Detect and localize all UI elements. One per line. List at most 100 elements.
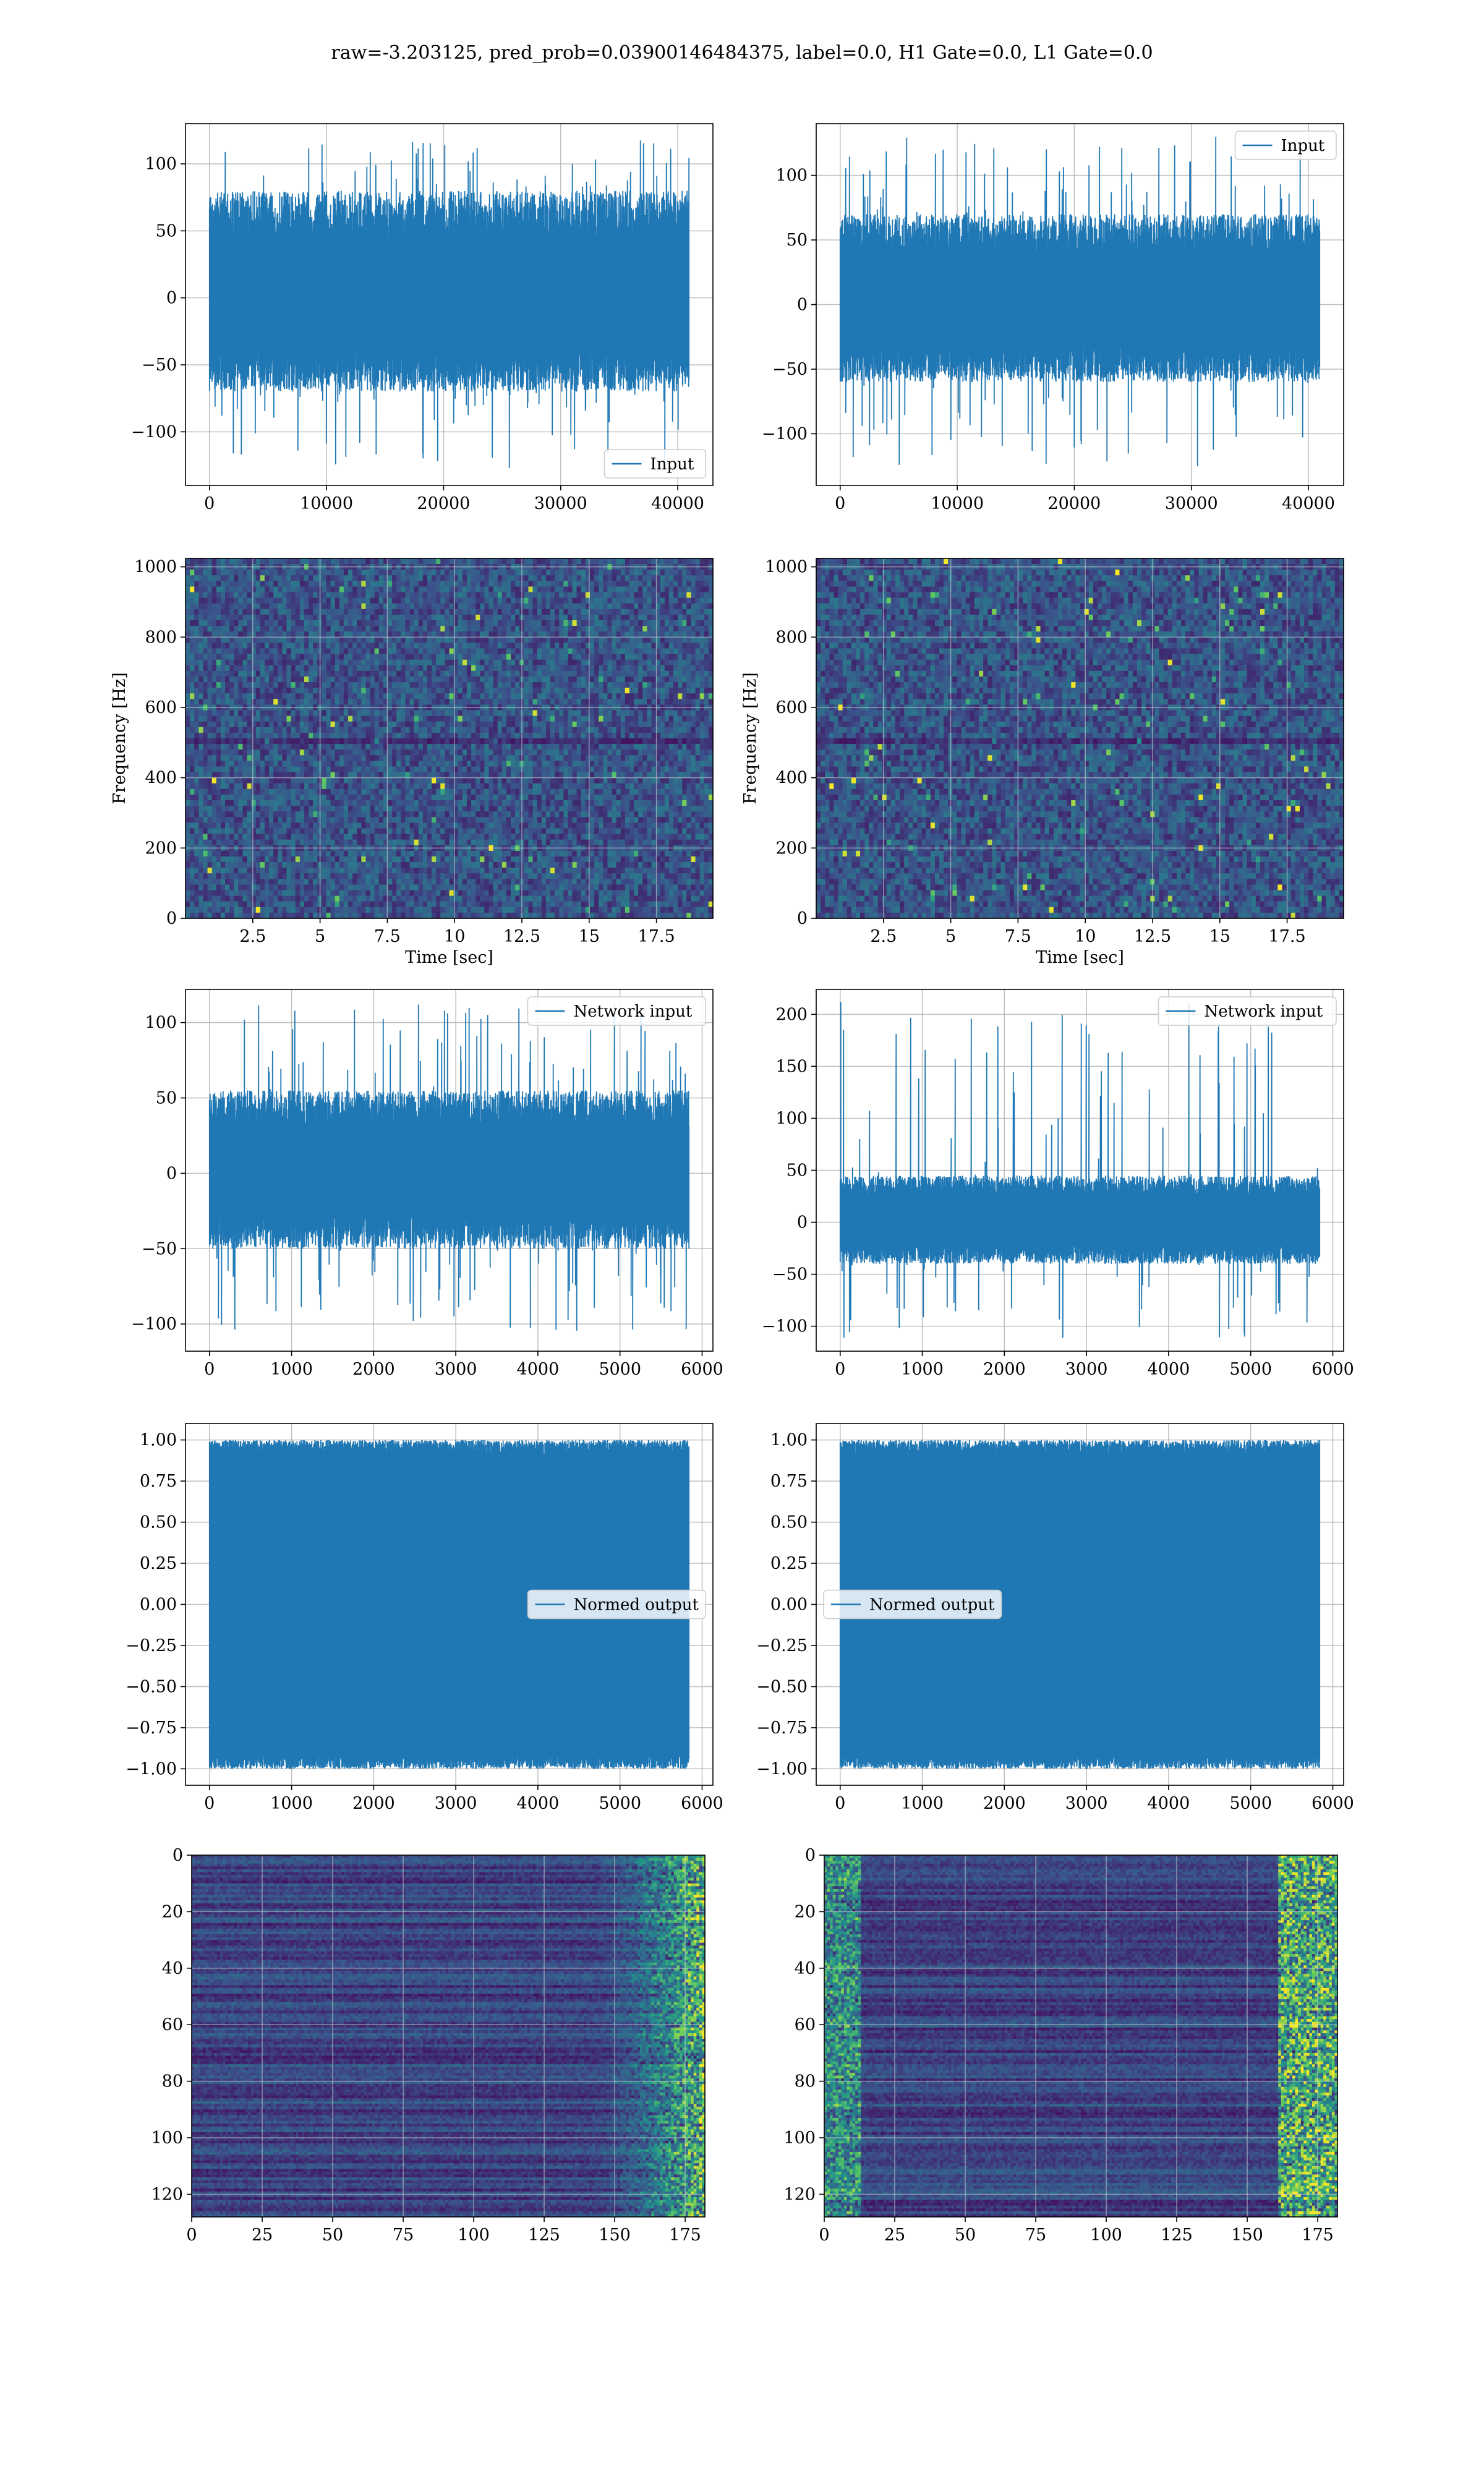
x-tick-label: 6000: [1311, 1794, 1354, 1813]
x-tick-label: 1000: [270, 1360, 313, 1379]
legend: Normed output: [528, 1590, 706, 1619]
x-tick-label: 0: [186, 2226, 197, 2245]
y-tick-label: 100: [775, 166, 808, 186]
x-tick-label: 0: [204, 1794, 215, 1813]
x-tick-label: 7.5: [374, 927, 401, 946]
x-tick-label: 4000: [1148, 1794, 1190, 1813]
y-tick-label: 0.75: [770, 1472, 808, 1491]
x-tick-label: 3000: [1065, 1360, 1108, 1379]
x-tick-label: 17.5: [638, 927, 675, 946]
x-tick-label: 6000: [681, 1360, 723, 1379]
x-tick-label: 3000: [1065, 1794, 1108, 1813]
y-tick-label: 0: [166, 289, 177, 308]
heatmap-cells: [824, 1855, 1338, 2218]
x-tick-label: 10000: [300, 494, 353, 513]
y-tick-label: 0: [166, 909, 177, 928]
x-tick-label: 5000: [599, 1360, 641, 1379]
x-tick-label: 30000: [534, 494, 587, 513]
y-tick-label: −0.75: [756, 1718, 808, 1738]
y-tick-label: −50: [142, 1239, 177, 1258]
y-tick-label: 1000: [134, 558, 177, 577]
x-tick-label: 10000: [931, 494, 984, 513]
y-tick-label: 40: [162, 1959, 183, 1978]
x-tick-label: 5: [945, 927, 956, 946]
y-tick-label: 0.25: [140, 1554, 177, 1573]
x-tick-label: 5: [315, 927, 325, 946]
x-tick-label: 25: [884, 2226, 905, 2245]
y-tick-label: 200: [145, 839, 177, 858]
legend-label: Normed output: [574, 1596, 699, 1615]
y-tick-label: 1000: [765, 558, 808, 577]
y-tick-label: 800: [145, 628, 177, 647]
y-tick-label: −1.00: [756, 1759, 808, 1778]
figure-title: raw=-3.203125, pred_prob=0.0390014648437…: [0, 42, 1484, 64]
legend-label: Input: [650, 455, 694, 474]
legend: Network input: [1159, 997, 1337, 1025]
y-tick-label: −0.50: [126, 1677, 177, 1696]
x-tick-label: 12.5: [503, 927, 540, 946]
x-tick-label: 0: [835, 1360, 845, 1379]
y-tick-label: 150: [775, 1057, 808, 1076]
y-tick-label: 0: [797, 1213, 808, 1232]
x-tick-label: 1000: [270, 1794, 313, 1813]
x-tick-label: 0: [819, 2226, 829, 2245]
y-tick-label: −0.50: [756, 1677, 808, 1696]
y-tick-label: −50: [772, 360, 808, 379]
y-tick-label: 60: [795, 2015, 816, 2034]
x-tick-label: 20000: [417, 494, 470, 513]
x-tick-label: 2000: [352, 1794, 395, 1813]
x-axis-label: Time [sec]: [1036, 948, 1124, 967]
y-tick-label: 40: [795, 1959, 816, 1978]
y-tick-label: 80: [795, 2072, 816, 2091]
y-tick-label: 50: [156, 1089, 177, 1108]
x-tick-label: 20000: [1047, 494, 1101, 513]
y-tick-label: −100: [131, 1315, 177, 1334]
x-tick-label: 2000: [352, 1360, 395, 1379]
y-tick-label: 120: [151, 2185, 183, 2204]
y-axis-label: Frequency [Hz]: [110, 672, 129, 804]
y-tick-label: 600: [775, 698, 808, 717]
y-tick-label: 100: [783, 2128, 816, 2148]
y-tick-label: 400: [775, 769, 808, 788]
legend: Normed output: [824, 1590, 1002, 1619]
legend-label: Network input: [574, 1002, 693, 1021]
x-axis-label: Time [sec]: [405, 948, 493, 967]
x-tick-label: 6000: [1311, 1360, 1354, 1379]
y-tick-label: 100: [145, 155, 177, 174]
x-tick-label: 2.5: [239, 927, 266, 946]
y-tick-label: −50: [142, 356, 177, 375]
x-tick-label: 125: [528, 2226, 560, 2245]
y-tick-label: −0.75: [126, 1718, 177, 1738]
x-tick-label: 0: [204, 494, 215, 513]
x-tick-label: 3000: [435, 1794, 477, 1813]
x-tick-label: 4000: [517, 1794, 560, 1813]
y-tick-label: 0.00: [770, 1595, 808, 1615]
x-tick-label: 6000: [681, 1794, 723, 1813]
x-tick-label: 3000: [435, 1360, 477, 1379]
x-tick-label: 2.5: [870, 927, 897, 946]
y-tick-label: 50: [787, 231, 808, 250]
y-tick-label: 20: [162, 1902, 183, 1921]
heatmap-cells: [192, 1855, 706, 2218]
x-tick-label: 100: [458, 2226, 490, 2245]
y-tick-label: 0: [166, 1164, 177, 1183]
y-tick-label: 0.50: [140, 1513, 177, 1532]
x-tick-label: 40000: [651, 494, 704, 513]
y-tick-label: −0.25: [756, 1636, 808, 1655]
x-tick-label: 100: [1090, 2226, 1122, 2245]
y-tick-label: 200: [775, 839, 808, 858]
legend: Input: [605, 450, 706, 478]
x-tick-label: 5000: [599, 1794, 641, 1813]
legend-label: Input: [1281, 137, 1325, 155]
x-tick-label: 50: [955, 2226, 976, 2245]
y-tick-label: 100: [151, 2128, 183, 2148]
x-tick-label: 75: [393, 2226, 414, 2245]
legend-label: Normed output: [869, 1596, 995, 1615]
x-tick-label: 5000: [1229, 1360, 1272, 1379]
